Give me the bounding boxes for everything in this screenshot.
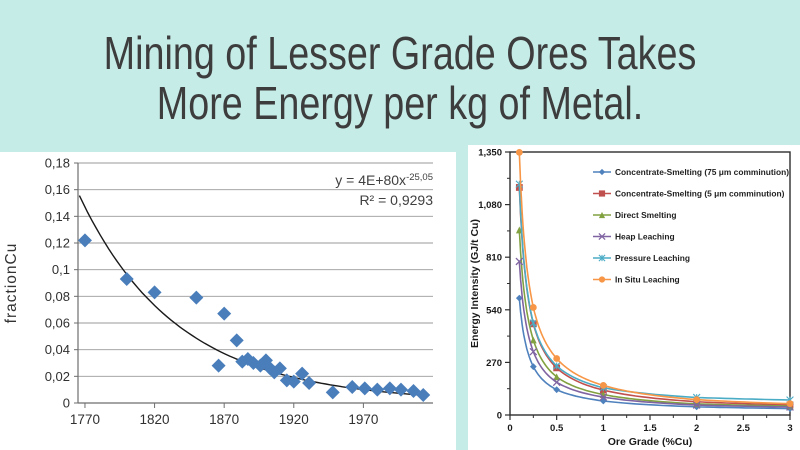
y-tick-label: 1,350: [478, 148, 502, 159]
trendline-equation: y = 4E+80x-25,05: [335, 172, 433, 188]
series-marker: [515, 180, 524, 188]
y-tick-label: 0,02: [45, 369, 70, 384]
scatter-point: [345, 380, 360, 394]
x-tick-label: 1970: [348, 412, 378, 427]
legend-label: Concentrate-Smelting (5 μm comminution): [615, 189, 785, 199]
r-squared-label: R² = 0,9293: [359, 192, 433, 208]
scatter-point: [147, 285, 162, 300]
series-marker: [553, 373, 561, 381]
x-tick-label: 1920: [279, 412, 309, 427]
series-marker: [552, 362, 561, 370]
y-tick-label: 270: [486, 358, 502, 369]
series-marker: [599, 393, 608, 401]
y-tick-label: 0,16: [45, 182, 70, 197]
series-line: [518, 229, 791, 407]
x-tick-label: 0.5: [550, 423, 564, 434]
y-tick-label: 0,1: [52, 262, 70, 277]
scatter-point: [246, 356, 261, 370]
y-tick-label: 810: [486, 253, 502, 264]
series-marker: [599, 381, 607, 389]
x-axis-title: Ore Grade (%Cu): [608, 436, 693, 448]
scatter-point: [382, 381, 397, 396]
x-tick-label: 1820: [140, 412, 170, 427]
energy-intensity-line-chart: 0 270 540 810 1,080 1,350 0 0.5 1 1.5 2 2.5 3 Ore Gra…: [469, 148, 794, 448]
series-line: [518, 152, 791, 405]
legend-marker: [598, 211, 606, 219]
series-marker: [529, 347, 538, 356]
series-marker: [552, 378, 561, 387]
scatter-point: [295, 366, 310, 381]
y-tick-label: 0,12: [45, 236, 70, 251]
scatter-point: [229, 333, 244, 348]
y-tick-label: 0: [497, 411, 502, 422]
y-tick-label: 0,18: [45, 156, 70, 171]
energy-intensity-chart-panel: 0 270 540 810 1,080 1,350 0 0.5 1 1.5 2 2.5 3 Ore Gra…: [468, 145, 800, 450]
series-marker: [553, 355, 561, 362]
y-axis-title: fractionCu: [3, 243, 20, 324]
legend-label: Direct Smelting: [615, 210, 676, 220]
scatter-point: [119, 272, 134, 286]
series-marker: [693, 396, 701, 404]
series-line: [518, 261, 791, 408]
scatter-point: [393, 382, 408, 397]
scatter-point: [302, 376, 317, 390]
y-tick-label: 0,04: [45, 342, 70, 357]
scatter-point: [286, 374, 301, 389]
fraction-cu-scatter-chart: 0 0,02 0,04 0,06 0,08 0,1 0,12 0,14 0,16 0,18 1770…: [3, 156, 433, 428]
series-marker: [692, 401, 701, 409]
legend-marker: [598, 254, 606, 262]
scatter-point: [325, 385, 340, 400]
scatter-point: [211, 358, 226, 373]
legend-label: In Situ Leaching: [615, 275, 680, 285]
x-tick-label: 0: [507, 423, 512, 434]
series-marker: [529, 304, 537, 311]
scatter-point: [267, 365, 282, 380]
fraction-cu-chart-panel: 0 0,02 0,04 0,06 0,08 0,1 0,12 0,14 0,16 0,18 1770…: [0, 152, 456, 450]
title-line-2: More Energy per kg of Metal.: [156, 77, 644, 130]
series-marker: [515, 257, 524, 266]
x-tick-label: 1: [601, 423, 607, 434]
series-marker: [786, 400, 794, 408]
x-tick-label: 1770: [70, 412, 100, 427]
x-tick-label: 2.5: [737, 423, 751, 434]
scatter-point: [217, 306, 232, 321]
y-tick-label: 0,14: [45, 209, 70, 224]
legend-label: Concentrate-Smelting (75 μm comminution): [615, 167, 789, 177]
scatter-point: [189, 290, 204, 305]
y-axis-title: Energy Intensity (GJ/t Cu): [469, 219, 481, 348]
y-tick-label: 0,06: [45, 316, 70, 331]
y-tick-label: 540: [486, 305, 502, 316]
series-marker: [515, 148, 523, 156]
x-tick-label: 3: [787, 423, 792, 434]
x-tick-label: 1870: [209, 412, 239, 427]
scatter-point: [370, 382, 385, 397]
scatter-point: [272, 361, 287, 376]
y-tick-label: 0,08: [45, 289, 70, 304]
series-marker: [529, 363, 537, 371]
scatter-point: [416, 388, 431, 402]
series-line: [518, 298, 791, 410]
y-tick-label: 0: [63, 396, 70, 411]
scatter-point: [357, 381, 372, 396]
legend-marker: [598, 232, 606, 241]
legend-marker: [598, 168, 606, 176]
series-marker: [515, 294, 523, 302]
x-tick-label: 2: [694, 423, 699, 434]
legend-label: Pressure Leaching: [615, 253, 690, 263]
legend-label: Heap Leaching: [615, 232, 675, 242]
y-tick-label: 1,080: [478, 200, 502, 211]
series-marker: [553, 386, 561, 394]
scatter-point: [77, 233, 92, 248]
slide-title: Mining of Lesser Grade Ores Takes More E…: [72, 28, 728, 128]
x-tick-label: 1.5: [643, 423, 657, 434]
legend-marker: [598, 276, 606, 283]
legend-marker: [598, 190, 606, 197]
series-marker: [529, 336, 537, 344]
series-marker: [529, 319, 538, 327]
series-line: [518, 187, 791, 406]
title-line-1: Mining of Lesser Grade Ores Takes: [103, 27, 697, 79]
